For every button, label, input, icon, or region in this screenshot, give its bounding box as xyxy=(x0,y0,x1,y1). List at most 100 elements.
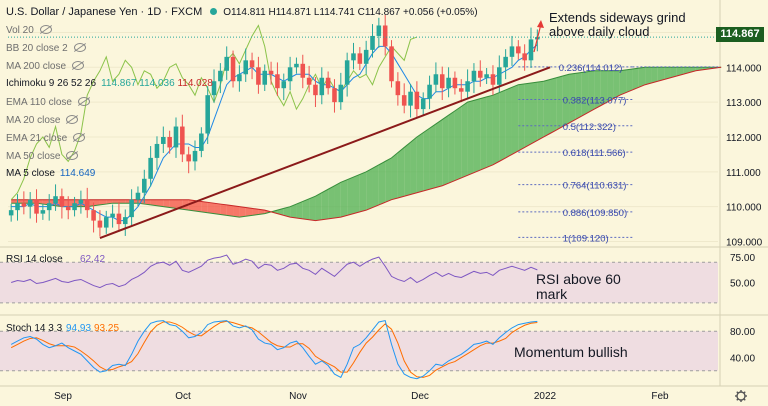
cloud-segment xyxy=(321,189,329,220)
cloud-segment xyxy=(676,67,684,77)
indicator-bb-20-close-2[interactable]: BB 20 close 2 xyxy=(6,42,86,54)
cloud-segment xyxy=(410,136,417,195)
cloud-segment xyxy=(435,119,443,188)
cloud-segment xyxy=(454,106,462,181)
candle-body xyxy=(53,196,58,204)
indicator-label: BB 20 close 2 xyxy=(6,43,68,54)
cloud-segment xyxy=(550,77,557,134)
candle-body xyxy=(477,70,483,78)
candle-body xyxy=(186,154,191,162)
cloud-segment xyxy=(11,199,18,204)
candle-body xyxy=(173,126,179,148)
cloud-segment xyxy=(556,76,563,131)
candle-body xyxy=(509,46,515,57)
indicator-vol-20[interactable]: Vol 20 xyxy=(6,24,52,36)
price-tick-label: 112.000 xyxy=(726,133,762,144)
candle-body xyxy=(180,126,185,155)
cloud-segment xyxy=(429,123,436,190)
candle-body xyxy=(344,60,350,85)
fib-label: 1(109.120) xyxy=(563,233,609,244)
candle-body xyxy=(484,74,489,78)
candle-body xyxy=(148,157,153,179)
candle-body xyxy=(218,70,223,82)
cloud-segment xyxy=(626,69,633,93)
cloud-segment xyxy=(118,199,126,204)
stoch-tick-label: 40.00 xyxy=(730,354,755,365)
hidden-eye-icon[interactable] xyxy=(39,25,52,34)
trendline-segment xyxy=(99,66,551,239)
indicator-ma-200-close[interactable]: MA 200 close xyxy=(6,60,85,72)
candle-body xyxy=(78,199,84,204)
cloud-segment xyxy=(562,74,570,127)
candle-body xyxy=(199,133,204,151)
cloud-segment xyxy=(252,208,259,216)
hidden-eye-icon[interactable] xyxy=(66,115,79,124)
rsi-tick-label: 75.00 xyxy=(730,253,755,264)
cloud-segment xyxy=(664,67,671,80)
candle-body xyxy=(420,98,426,110)
candle-body xyxy=(439,74,445,89)
indicator-label: Ichimoku 9 26 52 26 xyxy=(6,78,97,89)
cloud-segment xyxy=(492,92,500,165)
stoch-d-value: 93.25 xyxy=(94,323,119,334)
cloud-segment xyxy=(442,115,449,186)
cloud-segment xyxy=(607,70,614,103)
candle-body xyxy=(256,67,261,85)
indicator-value: 114.867 114.036 114.028 xyxy=(101,78,213,89)
fib-label: 0.764(110.631) xyxy=(563,181,627,192)
hidden-eye-icon[interactable] xyxy=(73,133,86,142)
price-tick-label: 114.000 xyxy=(726,63,762,74)
cloud-segment xyxy=(600,70,608,106)
indicator-ma-50-close[interactable]: MA 50 close xyxy=(6,150,79,162)
candle-body xyxy=(249,60,255,68)
cloud-segment xyxy=(651,67,658,83)
candle-body xyxy=(281,81,287,89)
ichimoku-cloud xyxy=(11,66,722,222)
hidden-eye-icon[interactable] xyxy=(77,97,90,106)
cloud-segment xyxy=(315,192,322,221)
cloud-segment xyxy=(169,199,176,209)
candle-body xyxy=(122,217,128,225)
cloud-segment xyxy=(366,168,373,211)
cloud-segment xyxy=(473,98,481,173)
candle-body xyxy=(471,70,477,82)
indicator-ma-20-close[interactable]: MA 20 close xyxy=(6,114,79,126)
rsi-value: 62.42 xyxy=(80,254,105,265)
indicator-ema-21-close[interactable]: EMA 21 close xyxy=(6,132,86,144)
candle-body xyxy=(401,95,407,106)
cloud-segment xyxy=(537,81,544,141)
hidden-eye-icon[interactable] xyxy=(73,43,86,52)
symbol-title[interactable]: U.S. Dollar / Japanese Yen · 1D · FXCM xyxy=(6,6,203,18)
cloud-segment xyxy=(302,198,310,220)
candle-body xyxy=(46,203,52,211)
gear-tooth xyxy=(743,391,746,394)
rsi-line xyxy=(11,254,538,289)
cloud-segment xyxy=(309,196,316,221)
hidden-eye-icon[interactable] xyxy=(66,151,79,160)
candle-body xyxy=(268,70,274,75)
candle-body xyxy=(84,199,90,211)
fibonacci-levels: 0.236(114.012) 0.382(113.077) 0.5(112.322)… xyxy=(518,63,718,244)
candle-body xyxy=(332,88,337,103)
settings-gear-icon[interactable] xyxy=(735,390,747,402)
hidden-eye-icon[interactable] xyxy=(72,61,85,70)
candle-body xyxy=(370,35,375,50)
stoch-title: Stoch 14 3 3 xyxy=(6,323,63,334)
cloud-segment xyxy=(670,67,677,78)
fib-label: 0.236(114.012) xyxy=(559,63,623,74)
candle-body xyxy=(313,84,318,96)
indicator-ichimoku-9-26-52-26[interactable]: Ichimoku 9 26 52 26 114.867 114.036 114.0… xyxy=(6,78,213,89)
cloud-segment xyxy=(619,69,627,96)
cloud-segment xyxy=(397,147,405,198)
candle-body xyxy=(382,25,388,47)
indicator-ema-110-close[interactable]: EMA 110 close xyxy=(6,96,90,108)
rsi-title: RSI 14 close xyxy=(6,254,63,265)
candle-body xyxy=(59,196,65,207)
cloud-segment xyxy=(163,199,170,208)
indicator-ma-5-close[interactable]: MA 5 close 114.649 xyxy=(6,168,95,179)
cloud-segment xyxy=(480,96,487,171)
gear-tooth xyxy=(743,398,746,401)
fib-label: 0.618(111.566) xyxy=(563,148,626,159)
candle-body xyxy=(306,77,312,85)
